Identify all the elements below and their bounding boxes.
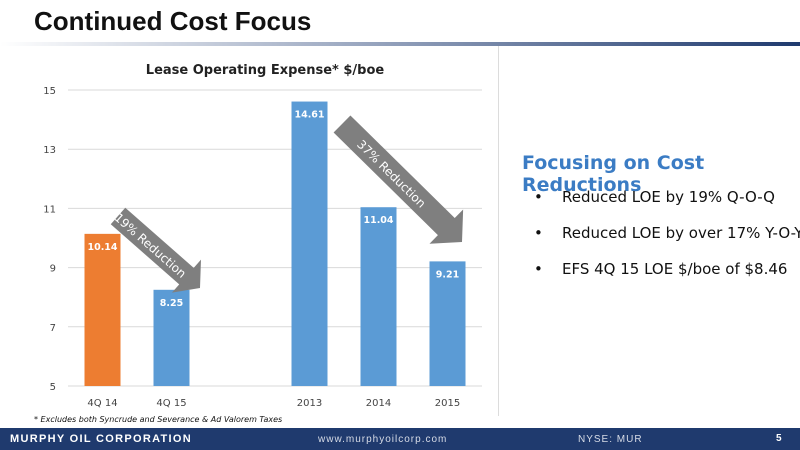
bar (153, 289, 190, 386)
bullet-dot-icon: • (534, 188, 543, 206)
bar-value-label: 9.21 (436, 269, 459, 280)
x-tick-label: 2013 (297, 398, 322, 409)
footer-url: www.murphyoilcorp.com (318, 434, 448, 445)
chart-title: Lease Operating Expense* $/boe (146, 63, 385, 78)
bullet-dot-icon: • (534, 224, 543, 242)
footer-ticker: NYSE: MUR (578, 434, 643, 445)
bullet-item: • Reduced LOE by over 17% Y-O-Y (522, 224, 800, 260)
footer-company: MURPHY OIL CORPORATION (10, 433, 192, 445)
y-tick-label: 13 (43, 145, 56, 156)
bullet-text: Reduced LOE by 19% Q-O-Q (562, 188, 775, 206)
bar-value-label: 14.61 (294, 110, 324, 121)
x-tick-label: 2015 (435, 398, 460, 409)
bullet-list: • Reduced LOE by 19% Q-O-Q • Reduced LOE b… (522, 188, 800, 296)
x-tick-label: 4Q 15 (156, 398, 186, 409)
bullet-item: • Reduced LOE by 19% Q-O-Q (522, 188, 800, 224)
y-tick-label: 9 (50, 264, 56, 275)
x-tick-label: 4Q 14 (87, 398, 117, 409)
bullet-item: • EFS 4Q 15 LOE $/boe of $8.46 (522, 260, 800, 296)
title-rule (0, 42, 800, 46)
bar-value-label: 11.04 (363, 215, 393, 226)
page-number: 5 (776, 433, 782, 444)
bar-value-label: 10.14 (87, 242, 117, 253)
bar (84, 233, 121, 386)
slide-title: Continued Cost Focus (34, 6, 312, 36)
arrow-shape (333, 115, 464, 244)
reduction-label-yearly: 37% Reduction (354, 137, 428, 210)
footnote: * Excludes both Syncrude and Severance &… (34, 415, 283, 424)
reduction-label-quarterly: 19% Reduction (112, 210, 189, 280)
bar (429, 261, 466, 386)
y-tick-label: 11 (43, 204, 56, 215)
bar-value-label: 8.25 (160, 298, 183, 309)
y-tick-label: 5 (50, 382, 56, 393)
reduction-arrow-icon: 37% Reduction (333, 115, 464, 244)
panel-divider (498, 46, 499, 416)
sidebar-heading: Focusing on Cost Reductions (522, 152, 705, 196)
bullet-text: EFS 4Q 15 LOE $/boe of $8.46 (562, 260, 788, 278)
y-tick-label: 7 (50, 323, 56, 334)
lease-operating-expense-chart: Lease Operating Expense* $/boe 5 7 9 11 13 15 1… (43, 63, 482, 409)
arrow-shape (110, 207, 201, 293)
footer-bar: MURPHY OIL CORPORATION www.murphyoilcorp… (0, 428, 800, 450)
bar (360, 207, 397, 386)
y-tick-label: 15 (43, 86, 56, 97)
bullet-text: Reduced LOE by over 17% Y-O-Y (562, 224, 800, 242)
bullet-dot-icon: • (534, 260, 543, 278)
bar (291, 101, 328, 386)
x-tick-label: 2014 (366, 398, 391, 409)
chart-area: Lease Operating Expense* $/boe 5 7 9 11 13 15 1… (0, 46, 500, 426)
